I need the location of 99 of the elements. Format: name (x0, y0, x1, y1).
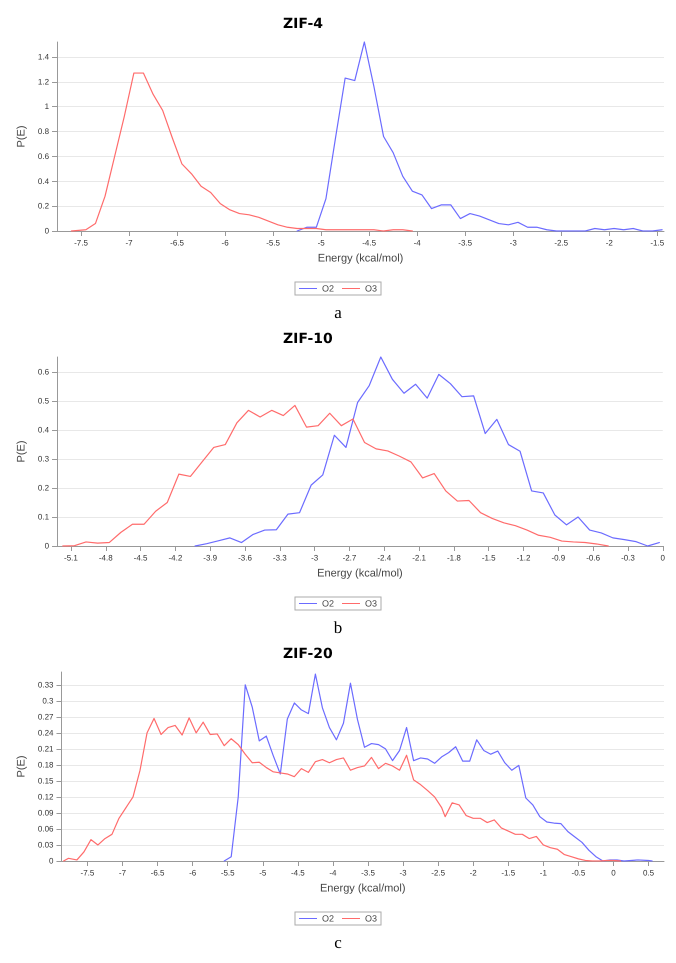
x-tick-label: 0 (660, 554, 666, 562)
x-tick-label: -4 (414, 238, 422, 248)
chart-title: ZIF-4 (283, 16, 324, 32)
line-series (194, 356, 660, 547)
y-tick-label: 0.33 (38, 680, 54, 690)
x-tick-label: -3 (311, 554, 319, 562)
legend-label: O2 (322, 914, 334, 924)
x-tick-label: -2.5 (431, 868, 446, 878)
x-tick-label: -1.5 (482, 554, 496, 562)
x-tick-label: -7.5 (80, 868, 95, 878)
x-tick-label: -3.9 (203, 554, 218, 562)
x-tick-label: -1 (540, 868, 548, 878)
x-tick-label: -4 (329, 868, 338, 878)
x-tick-label: 0 (611, 868, 616, 878)
y-axis-title: P(E) (16, 440, 28, 462)
y-tick-label: 0.6 (38, 368, 50, 377)
y-tick-label: 0.18 (38, 760, 54, 770)
x-tick-label: -4.5 (362, 238, 377, 248)
y-tick-label: 0.8 (38, 127, 50, 136)
y-tick-label: 0.21 (38, 744, 54, 754)
y-axis-title: P(E) (16, 756, 28, 778)
y-tick-label: 0 (44, 226, 50, 236)
x-tick-label: -5 (259, 868, 267, 878)
x-tick-label: -7 (118, 868, 127, 878)
text: b (334, 618, 342, 637)
x-tick-label: -3 (400, 868, 408, 878)
y-tick-label: 0.27 (38, 712, 54, 722)
x-tick-label: -5 (318, 238, 326, 248)
y-tick-label: 1.2 (38, 77, 50, 86)
y-tick-label: 0.09 (38, 808, 54, 818)
line-series (62, 404, 609, 547)
x-tick-label: 0.5 (643, 868, 655, 878)
line-series (296, 41, 663, 232)
x-tick-label: -6.5 (170, 238, 185, 248)
x-tick-label: -4.5 (134, 554, 148, 562)
chart-title: ZIF-20 (283, 646, 334, 662)
x-tick-label: -6 (222, 238, 230, 248)
x-tick-label: -2.4 (377, 554, 392, 562)
line-series (224, 674, 653, 862)
x-tick-label: -1.5 (501, 868, 516, 878)
y-tick-label: 0 (49, 856, 54, 866)
x-tick-label: -0.5 (572, 868, 586, 878)
chart-title: ZIF-10 (283, 331, 334, 347)
y-tick-label: 0.3 (38, 454, 50, 464)
x-tick-label: -3.6 (238, 554, 252, 562)
legend-label: O3 (365, 914, 378, 924)
y-tick-label: 0.06 (38, 824, 54, 834)
line-series (70, 72, 413, 232)
y-tick-label: 0.2 (38, 202, 50, 211)
x-tick-label: -0.3 (621, 554, 636, 562)
y-tick-label: 0.24 (38, 728, 54, 738)
y-tick-label: 0.4 (38, 176, 50, 186)
x-tick-label: -5.5 (266, 238, 281, 248)
x-tick-label: -6.5 (150, 868, 166, 878)
x-tick-label: -6 (189, 868, 197, 878)
x-tick-label: -4.2 (168, 554, 183, 562)
x-tick-label: -1.5 (650, 238, 665, 248)
legend-label: O3 (365, 284, 378, 294)
text: a (334, 303, 342, 322)
x-tick-label: -0.6 (586, 554, 601, 562)
x-tick-label: -7.5 (74, 238, 88, 248)
x-axis-title: Energy (kcal/mol) (320, 882, 406, 894)
legend-label: O2 (322, 598, 334, 608)
y-tick-label: 1 (44, 102, 50, 112)
x-tick-label: -2.7 (342, 554, 357, 562)
x-tick-label: -5.1 (64, 554, 78, 562)
x-tick-label: -1.2 (516, 554, 531, 562)
x-axis-title: Energy (kcal/mol) (317, 568, 403, 580)
y-tick-label: 0.1 (38, 512, 50, 522)
x-axis-title: Energy (kcal/mol) (318, 252, 404, 264)
y-tick-label: 0.03 (38, 840, 54, 850)
y-tick-label: 0 (44, 542, 50, 550)
x-tick-label: -1.8 (446, 554, 462, 562)
x-tick-label: -3.5 (361, 868, 376, 878)
text: c (334, 933, 342, 952)
x-tick-label: -4.8 (98, 554, 114, 562)
x-tick-label: -3 (510, 238, 518, 248)
x-tick-label: -5.5 (220, 868, 236, 878)
y-tick-label: 0.15 (38, 776, 54, 786)
x-tick-label: -2.1 (412, 554, 427, 562)
x-tick-label: -3.5 (458, 238, 473, 248)
x-tick-label: -7 (125, 238, 134, 248)
y-tick-label: 0.3 (42, 696, 54, 706)
x-tick-label: -2 (606, 238, 614, 248)
y-axis-title: P(E) (16, 126, 28, 148)
legend-label: O2 (322, 284, 334, 294)
x-tick-label: -0.9 (551, 554, 566, 562)
line-series (62, 717, 622, 862)
y-tick-label: 0.2 (38, 484, 50, 493)
x-tick-label: -2 (470, 868, 478, 878)
y-tick-label: 0.5 (38, 396, 50, 406)
y-tick-label: 1.4 (38, 52, 50, 62)
legend-label: O3 (365, 598, 378, 608)
x-tick-label: -2.5 (554, 238, 569, 248)
y-tick-label: 0.6 (38, 152, 50, 161)
y-tick-label: 0.4 (38, 426, 50, 435)
x-tick-label: -4.5 (290, 868, 306, 878)
y-tick-label: 0.12 (38, 792, 54, 802)
x-tick-label: -3.3 (272, 554, 288, 562)
